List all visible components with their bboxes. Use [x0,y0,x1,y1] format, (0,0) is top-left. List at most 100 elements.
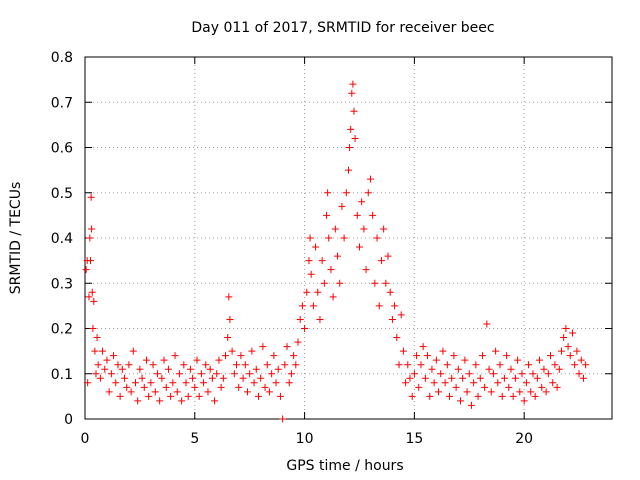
data-point [182,379,190,387]
data-point [577,356,585,364]
data-point [562,325,570,332]
x-tick-label: 0 [81,431,90,447]
data-point [472,361,480,369]
data-point [373,234,381,242]
data-point [303,288,311,296]
data-point [355,243,363,251]
data-point [324,189,332,197]
data-point [208,374,216,382]
y-tick-label: 0.3 [51,276,73,292]
data-point [525,361,533,369]
data-point [566,352,574,360]
data-point [241,361,249,369]
data-point [481,383,489,391]
data-point [279,415,287,423]
data-point [129,347,137,355]
x-tick-label: 10 [296,431,314,447]
data-point [514,356,522,364]
data-point [318,257,326,265]
data-point [579,374,587,382]
data-point [551,361,559,369]
data-point [156,397,164,405]
data-point [424,352,432,360]
data-point [96,374,104,382]
data-point [103,356,111,364]
data-point [307,270,315,278]
data-point [544,370,552,378]
data-point [518,370,526,378]
data-point [114,361,122,369]
data-point [204,388,212,396]
data-point [494,379,502,387]
data-point [235,383,243,391]
data-point [503,352,511,360]
data-point [301,325,309,332]
data-point [419,343,427,351]
data-point [225,293,233,301]
data-point [421,374,429,382]
data-point [470,379,478,387]
y-tick-label: 0.6 [51,141,73,157]
data-point [263,361,271,369]
data-point [439,347,447,355]
y-tick-label: 0.5 [51,186,73,202]
data-point [432,356,440,364]
data-point [351,134,359,142]
data-point [88,288,96,296]
data-point [142,356,150,364]
data-point [360,225,368,233]
data-point [136,365,144,373]
data-point [478,352,486,360]
data-point [386,288,394,296]
y-tick-label: 0 [64,412,73,428]
data-point [358,198,366,206]
data-point [228,347,236,355]
data-point [428,365,436,373]
data-point [404,361,412,369]
data-point [246,370,254,378]
data-point [496,361,504,369]
data-point [340,234,348,242]
data-point [331,225,339,233]
data-point [189,374,197,382]
data-point [327,266,335,274]
data-point [243,388,251,396]
data-point [316,315,324,323]
data-point [158,374,166,382]
y-tick-label: 0.7 [51,95,73,111]
data-point [533,374,541,382]
data-point [237,352,245,360]
data-point [99,347,107,355]
data-point [86,257,94,265]
data-point [397,311,405,319]
data-point [169,379,177,387]
data-point [459,374,467,382]
data-point [127,388,135,396]
y-tick-label: 0.4 [51,231,73,247]
data-point [202,361,210,369]
data-point [573,347,581,355]
data-point [226,315,234,323]
data-point [171,352,179,360]
data-point [121,374,129,382]
data-point [217,383,225,391]
data-point [88,225,96,233]
data-point [118,365,126,373]
data-point [393,334,401,342]
data-point [184,392,192,400]
data-point [233,361,241,369]
data-point [248,347,256,355]
data-point [538,383,546,391]
data-point [283,343,291,351]
data-point [250,379,258,387]
data-point [132,379,140,387]
data-point [369,211,377,219]
data-point [366,175,374,183]
data-point [417,361,425,369]
data-point [90,297,98,305]
data-point [342,189,350,197]
data-point [334,252,342,260]
data-point [257,374,265,382]
data-point [391,302,399,310]
data-point [195,392,203,400]
